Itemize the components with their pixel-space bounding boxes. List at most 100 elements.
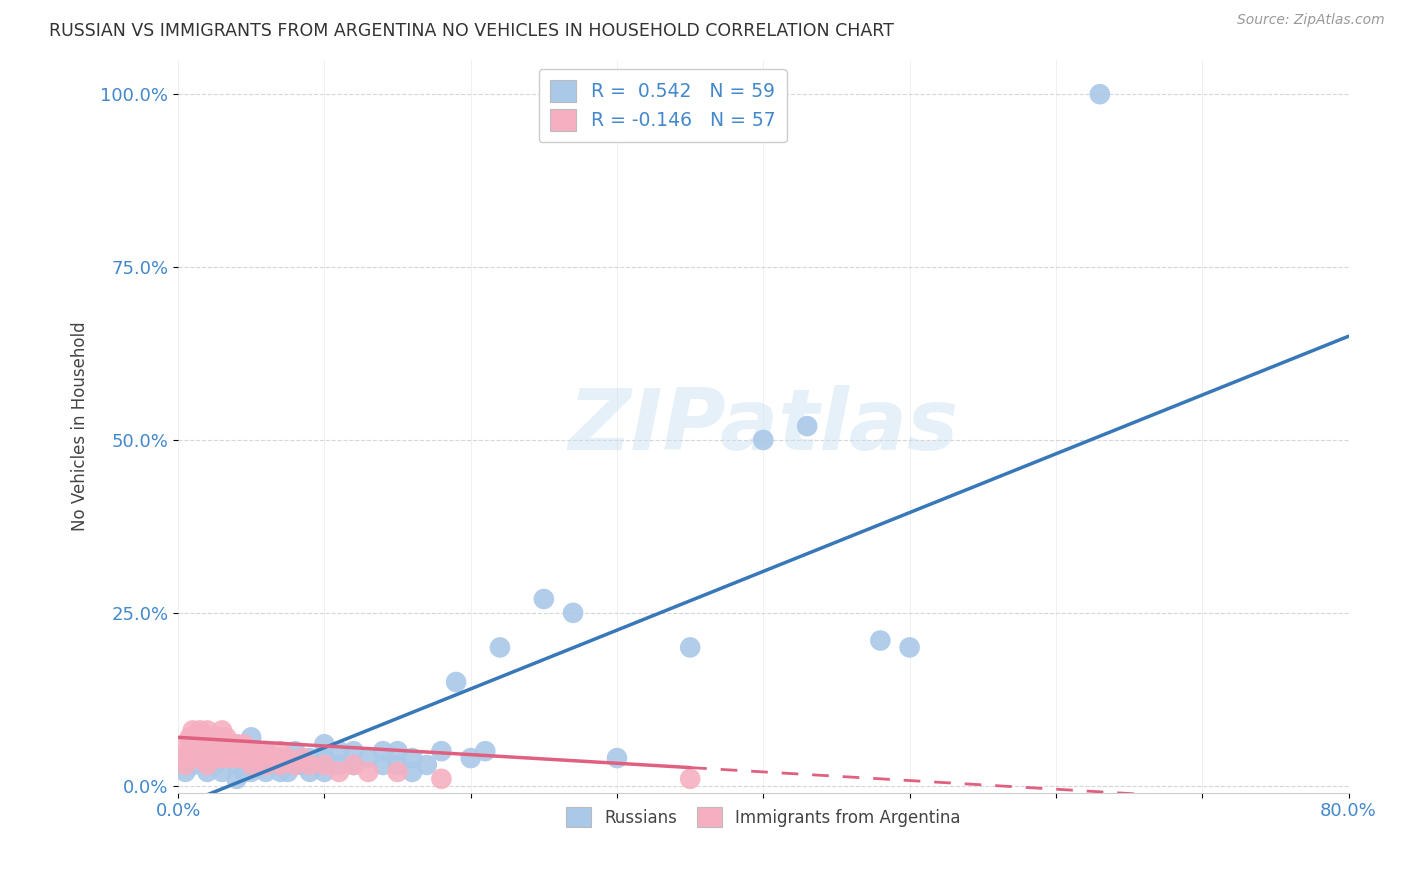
Point <box>328 758 350 772</box>
Point <box>387 744 409 758</box>
Point <box>416 758 439 772</box>
Point <box>387 764 409 779</box>
Point <box>181 737 204 751</box>
Point <box>328 744 350 758</box>
Point <box>208 731 231 745</box>
Point <box>752 433 775 447</box>
Point <box>179 731 201 745</box>
Point <box>225 772 247 786</box>
Text: RUSSIAN VS IMMIGRANTS FROM ARGENTINA NO VEHICLES IN HOUSEHOLD CORRELATION CHART: RUSSIAN VS IMMIGRANTS FROM ARGENTINA NO … <box>49 22 894 40</box>
Point <box>218 737 240 751</box>
Point <box>186 731 208 745</box>
Point <box>298 751 321 765</box>
Point <box>228 744 250 758</box>
Point <box>174 758 197 772</box>
Point <box>343 758 366 772</box>
Point <box>225 751 247 765</box>
Legend: Russians, Immigrants from Argentina: Russians, Immigrants from Argentina <box>557 798 969 836</box>
Point <box>188 737 211 751</box>
Point <box>218 751 240 765</box>
Point <box>262 758 284 772</box>
Point <box>195 744 218 758</box>
Point <box>254 744 277 758</box>
Point <box>298 764 321 779</box>
Point <box>269 764 291 779</box>
Point <box>193 731 215 745</box>
Point <box>181 758 204 772</box>
Point <box>225 737 247 751</box>
Point <box>401 751 423 765</box>
Text: ZIPatlas: ZIPatlas <box>568 384 959 467</box>
Point <box>191 744 214 758</box>
Point <box>204 731 226 745</box>
Point <box>174 737 197 751</box>
Point <box>247 744 270 758</box>
Point <box>211 751 233 765</box>
Point <box>269 744 291 758</box>
Point <box>195 723 218 738</box>
Point <box>371 744 394 758</box>
Point <box>254 764 277 779</box>
Point <box>489 640 512 655</box>
Point <box>254 758 277 772</box>
Point <box>204 758 226 772</box>
Point <box>240 731 263 745</box>
Point <box>314 751 336 765</box>
Point <box>357 764 380 779</box>
Point <box>277 751 299 765</box>
Point <box>211 744 233 758</box>
Point <box>207 744 229 758</box>
Point <box>181 723 204 738</box>
Point <box>343 744 366 758</box>
Y-axis label: No Vehicles in Household: No Vehicles in Household <box>72 321 89 531</box>
Point <box>898 640 921 655</box>
Point <box>679 772 702 786</box>
Point <box>796 419 818 434</box>
Point <box>343 758 366 772</box>
Point <box>240 764 263 779</box>
Point <box>562 606 585 620</box>
Point <box>430 744 453 758</box>
Point <box>262 751 284 765</box>
Point <box>188 751 211 765</box>
Point <box>201 731 224 745</box>
Point <box>188 751 211 765</box>
Point <box>195 737 218 751</box>
Point <box>188 723 211 738</box>
Point <box>277 764 299 779</box>
Point <box>606 751 628 765</box>
Point <box>181 751 204 765</box>
Point <box>240 751 263 765</box>
Point <box>195 758 218 772</box>
Point <box>211 764 233 779</box>
Point <box>211 723 233 738</box>
Point <box>204 751 226 765</box>
Point <box>460 751 482 765</box>
Point <box>221 744 243 758</box>
Point <box>314 758 336 772</box>
Point <box>291 751 314 765</box>
Point <box>240 758 263 772</box>
Point <box>215 731 238 745</box>
Point <box>204 737 226 751</box>
Point <box>254 744 277 758</box>
Point <box>401 764 423 779</box>
Point <box>387 758 409 772</box>
Point <box>269 751 291 765</box>
Point <box>357 751 380 765</box>
Point <box>214 744 236 758</box>
Point <box>314 737 336 751</box>
Point <box>291 758 314 772</box>
Point <box>177 744 200 758</box>
Point <box>184 744 207 758</box>
Point <box>1088 87 1111 102</box>
Point <box>298 758 321 772</box>
Point <box>174 764 197 779</box>
Point <box>284 744 307 758</box>
Point <box>225 737 247 751</box>
Point <box>240 744 263 758</box>
Point <box>170 751 193 765</box>
Point <box>328 764 350 779</box>
Point <box>284 758 307 772</box>
Point <box>225 758 247 772</box>
